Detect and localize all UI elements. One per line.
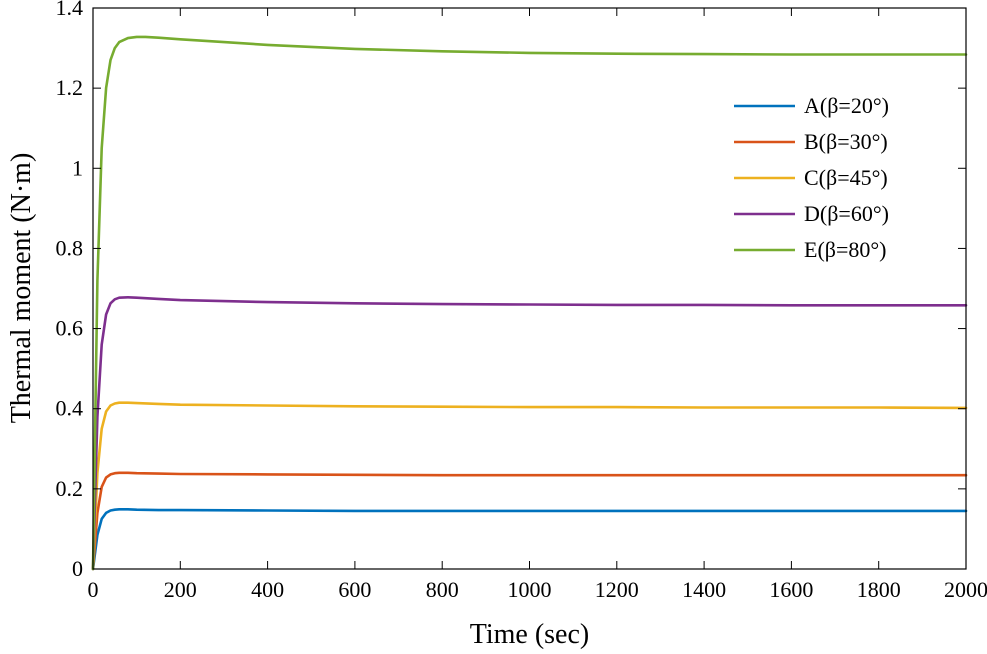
y-tick-label: 0.8 <box>56 235 84 260</box>
x-tick-label: 0 <box>88 577 99 602</box>
legend-label: A(β=20°) <box>804 93 889 118</box>
y-tick-label: 0.2 <box>56 476 84 501</box>
y-tick-label: 0.6 <box>56 316 84 341</box>
x-tick-label: 1200 <box>595 577 639 602</box>
y-tick-label: 1 <box>72 155 83 180</box>
y-tick-label: 0 <box>72 556 83 581</box>
legend-label: D(β=60°) <box>804 201 889 226</box>
legend: A(β=20°) B(β=30°) C(β=45°) D(β=60°) E(β=80°) <box>734 93 889 262</box>
series-line-e <box>91 35 968 571</box>
y-tick-label: 0.4 <box>56 396 84 421</box>
legend-label: C(β=45°) <box>804 165 888 190</box>
y-tick-label: 1.2 <box>56 75 84 100</box>
series-line-d <box>91 295 968 571</box>
series-line-a <box>91 507 968 571</box>
x-tick-label: 600 <box>338 577 371 602</box>
y-tick-label: 1.4 <box>56 0 84 20</box>
x-tick-label: 1000 <box>508 577 552 602</box>
series-line-b <box>91 471 968 571</box>
x-tick-label: 2000 <box>944 577 987 602</box>
series-layer <box>91 35 968 571</box>
legend-label: B(β=30°) <box>804 129 888 154</box>
x-tick-label: 1800 <box>857 577 901 602</box>
x-tick-label: 200 <box>164 577 197 602</box>
x-tick-label: 800 <box>426 577 459 602</box>
x-axis-title: Time (sec) <box>470 619 590 650</box>
x-tick-label: 1600 <box>769 577 813 602</box>
series-line-c <box>91 401 968 571</box>
ticks-layer: 0 200 400 600 800 1000 1200 1400 1600 1800 2000 0 0.… <box>56 0 987 602</box>
x-tick-label: 1400 <box>682 577 726 602</box>
x-tick-label: 400 <box>251 577 284 602</box>
y-axis-title: Thermal moment (N·m) <box>6 153 37 424</box>
legend-label: E(β=80°) <box>804 237 887 262</box>
